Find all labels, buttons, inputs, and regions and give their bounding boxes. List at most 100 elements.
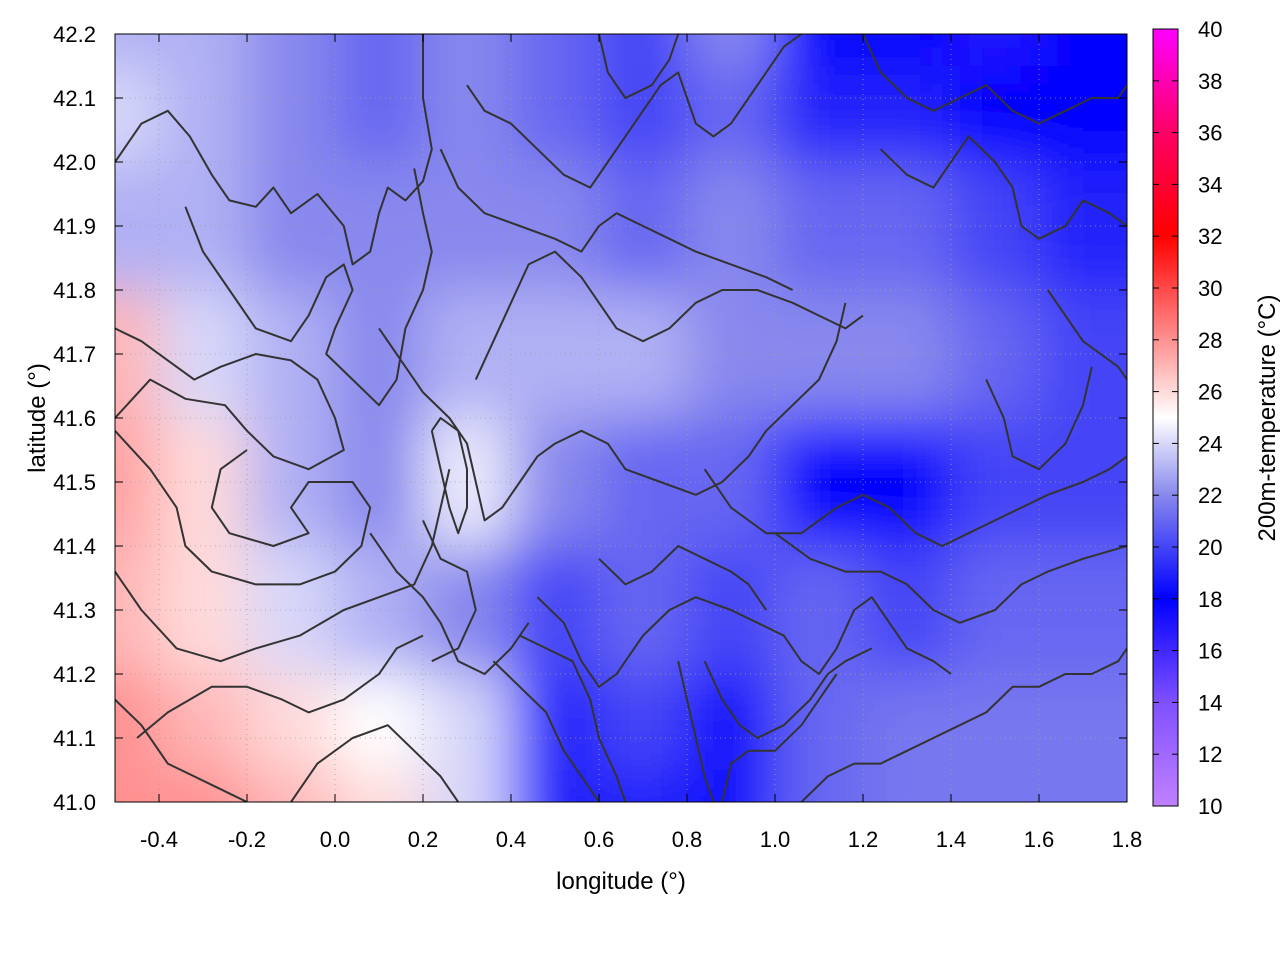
colorbar-tick-label: 28 <box>1198 328 1222 353</box>
field-cell <box>951 770 1039 802</box>
y-tick-label: 41.8 <box>53 278 96 303</box>
contour-line <box>115 34 433 266</box>
contour-line <box>985 366 1093 471</box>
x-tick-label: 1.0 <box>760 827 791 852</box>
field-cell <box>511 674 599 770</box>
field-cell <box>335 162 423 290</box>
field-cell <box>687 674 775 770</box>
contour-line <box>800 647 1127 802</box>
field-cell <box>423 674 511 770</box>
contour-line <box>703 647 873 739</box>
y-tick-label: 41.9 <box>53 214 96 239</box>
y-tick-label: 42.2 <box>53 22 96 47</box>
field-cell <box>863 290 951 418</box>
contour-line <box>115 468 451 663</box>
field-cell <box>159 162 247 290</box>
x-tick-label: 1.4 <box>936 827 967 852</box>
contour-line <box>536 596 952 688</box>
field-cell <box>1039 674 1127 770</box>
contour-line <box>115 430 372 586</box>
y-tick-label: 41.7 <box>53 342 96 367</box>
field-cell <box>423 34 511 66</box>
field-cell <box>423 770 511 802</box>
x-axis-ticks: -0.4 -0.2 0.0 0.2 0.4 0.6 0.8 1.0 1.2 1.4 1.6 1.8 <box>140 34 1142 852</box>
x-tick-label: 1.8 <box>1112 827 1143 852</box>
colorbar-tick-label: 18 <box>1198 587 1222 612</box>
contour-line <box>703 455 1127 547</box>
field-cell <box>247 674 335 770</box>
colorbar-tick-label: 38 <box>1198 69 1222 94</box>
field-cell <box>863 34 951 66</box>
y-tick-label: 42.1 <box>53 86 96 111</box>
x-tick-label: 0.0 <box>320 827 351 852</box>
field-cell <box>511 770 599 802</box>
field-cell <box>115 66 159 162</box>
field-cell <box>335 674 423 770</box>
colorbar-tick-label: 40 <box>1198 17 1222 42</box>
contour-lines <box>115 34 1127 802</box>
field-cell <box>247 770 335 802</box>
x-tick-label: 0.4 <box>496 827 527 852</box>
plot-area: -0.4 -0.2 0.0 0.2 0.4 0.6 0.8 1.0 1.2 1.4 1.6 1.8 4… <box>53 22 1142 852</box>
field-cell <box>247 66 335 162</box>
contour-line <box>136 634 424 739</box>
field-cell <box>1039 34 1127 66</box>
contour-line <box>1046 289 1127 381</box>
field-cell <box>775 34 863 66</box>
field-cell <box>335 290 423 418</box>
colorbar-tick-label: 26 <box>1198 380 1222 405</box>
contour-line <box>422 519 477 663</box>
field-cell <box>687 34 775 66</box>
x-tick-label: 0.2 <box>408 827 439 852</box>
y-tick-label: 41.2 <box>53 662 96 687</box>
field-cell <box>423 290 511 418</box>
temperature-field <box>115 34 1127 802</box>
field-cell <box>159 546 247 674</box>
field-cell <box>775 66 863 162</box>
contour-line <box>430 417 468 535</box>
contour-line <box>721 673 838 802</box>
contour-line <box>439 148 794 291</box>
grid-lines <box>115 34 1127 802</box>
x-tick-label: -0.2 <box>228 827 266 852</box>
field-cell <box>247 34 335 66</box>
field-cell <box>687 770 775 802</box>
field-cell <box>511 34 599 66</box>
field-cell <box>863 66 951 162</box>
field-cell <box>1039 546 1127 674</box>
colorbar-tick-label: 20 <box>1198 535 1222 560</box>
colorbar-tick-label: 34 <box>1198 172 1222 197</box>
y-tick-label: 41.4 <box>53 534 96 559</box>
y-tick-label: 41.0 <box>53 790 96 815</box>
colorbar-tick-label: 24 <box>1198 431 1222 456</box>
y-tick-label: 41.5 <box>53 470 96 495</box>
contour-line <box>879 135 1127 240</box>
field-cell <box>599 770 687 802</box>
x-tick-label: -0.4 <box>140 827 178 852</box>
contour-line <box>115 698 248 802</box>
field-cell <box>863 418 951 546</box>
field-cell <box>863 770 951 802</box>
contour-line <box>598 34 680 99</box>
field-cell <box>159 34 247 66</box>
y-tick-label: 41.3 <box>53 598 96 623</box>
x-tick-label: 0.6 <box>584 827 615 852</box>
field-cell <box>335 66 423 162</box>
contour-line <box>677 660 715 802</box>
contour-line <box>378 302 847 522</box>
field-cell <box>775 290 863 418</box>
field-cell <box>423 162 511 290</box>
y-tick-label: 41.1 <box>53 726 96 751</box>
contour-line <box>598 545 768 611</box>
field-cell <box>159 66 247 162</box>
field-cell <box>599 290 687 418</box>
colorbar-tick-label: 22 <box>1198 483 1222 508</box>
colorbar-tick-label: 32 <box>1198 224 1222 249</box>
contour-line <box>519 634 627 802</box>
field-cell <box>1039 770 1127 802</box>
field-cell <box>775 162 863 290</box>
y-tick-label: 41.6 <box>53 406 96 431</box>
field-cell <box>115 770 159 802</box>
field-cell <box>775 674 863 770</box>
